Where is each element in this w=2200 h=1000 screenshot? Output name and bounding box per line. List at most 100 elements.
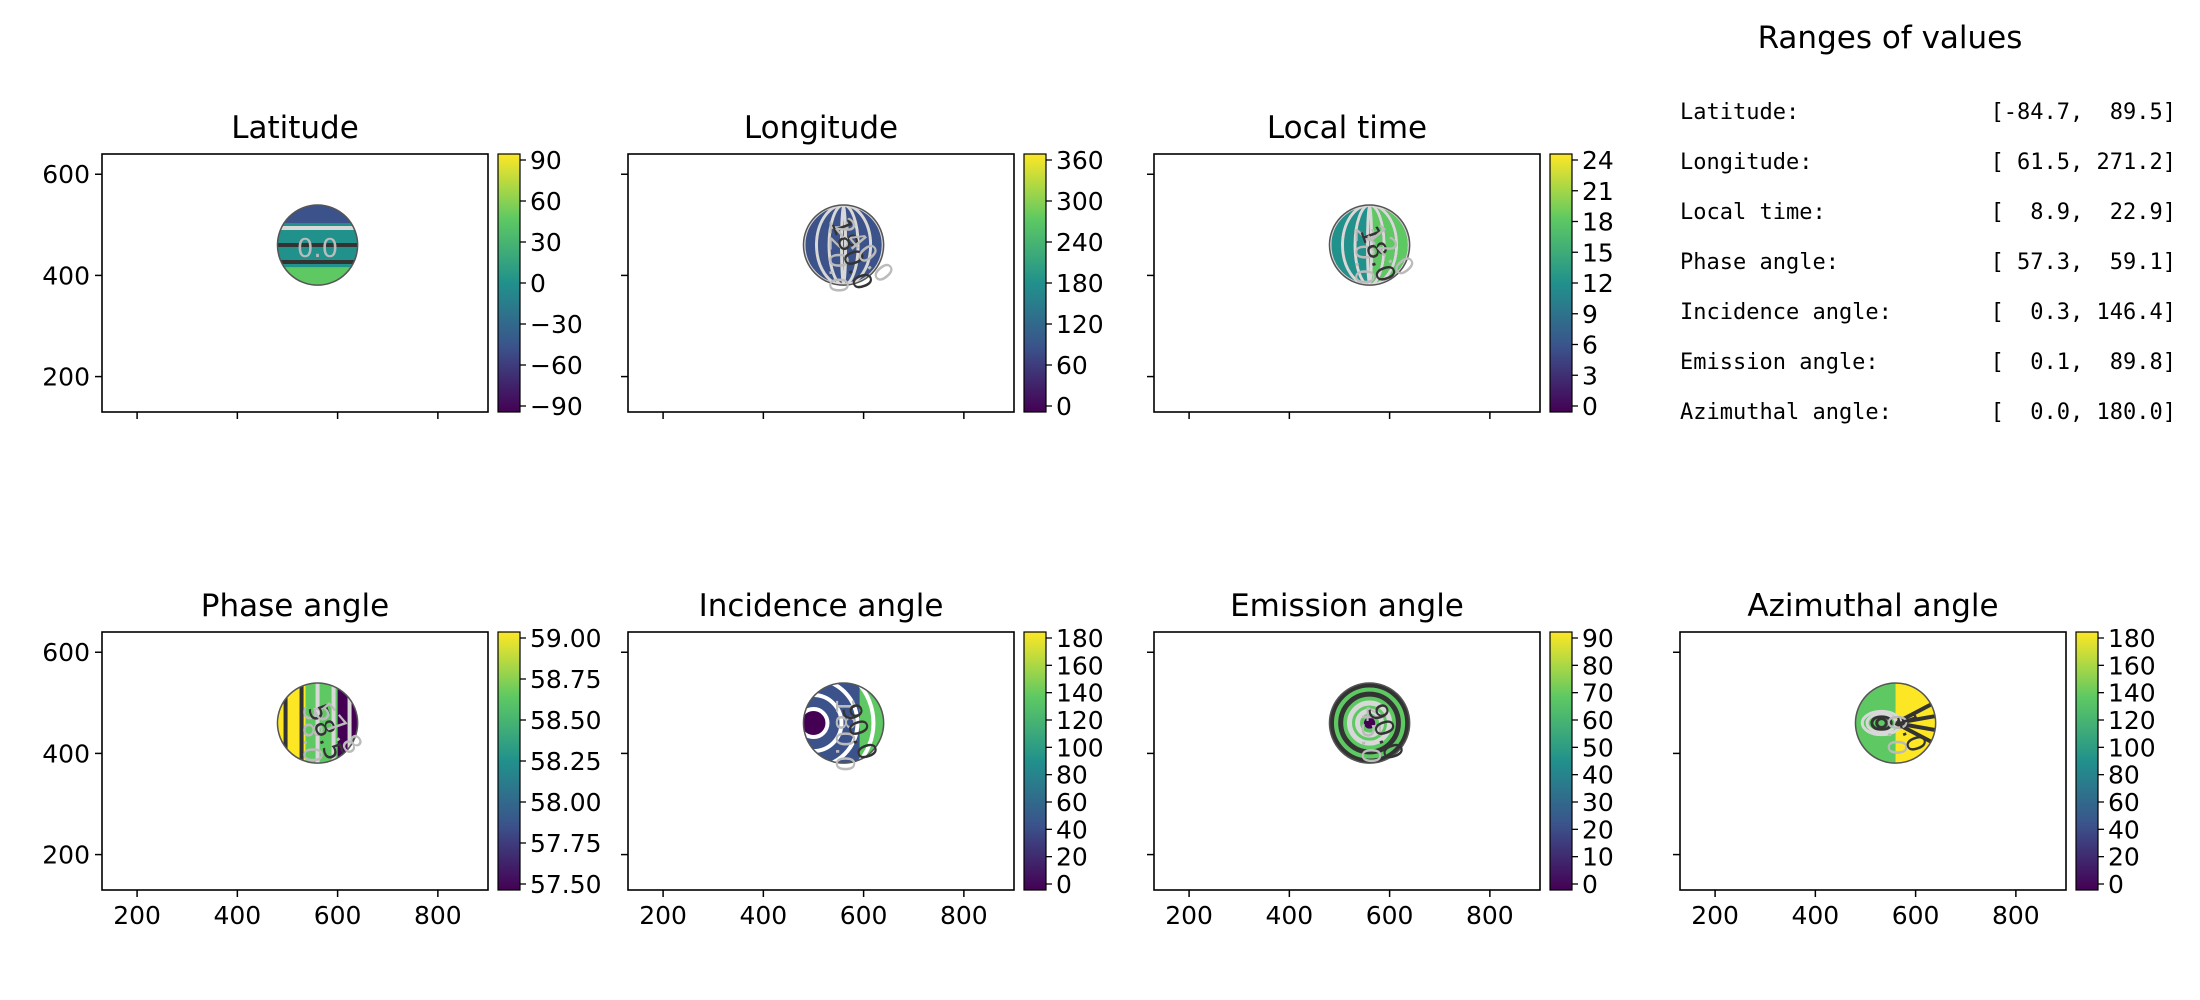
contour-line [1894,700,1936,725]
colorbar-tick-label: 100 [2108,733,2156,762]
contour-label: 120.0 [822,219,852,293]
x-tick-label: 200 [1165,901,1213,930]
colorbar-tick-label: 60 [2108,788,2140,817]
x-tick-label: 800 [1466,901,1514,930]
panel-title: Latitude [231,110,359,146]
x-tick-label: 400 [1791,901,1839,930]
range-value: [ 8.9, 22.9] [1990,200,2176,225]
contour-line [827,204,860,286]
colorbar-tick-label: 15 [1582,238,1614,267]
colorbar-tick-label: 58.00 [530,788,602,817]
colorbar-tick-label: −30 [530,310,583,339]
x-tick-label: 600 [1366,901,1414,930]
contour-line [1340,204,1399,286]
colorbar-tick-label: 0 [530,269,546,298]
colorbar-tick-label: 360 [1056,146,1104,175]
colorbar-tick-label: 140 [1056,679,1104,708]
colorbar-tick-label: 30 [1582,788,1614,817]
disk-outline [1328,204,1411,286]
colorbar-tick-label: 10 [1582,843,1614,872]
x-tick-label: 800 [414,901,462,930]
contour-label: 45.0 [1355,706,1385,764]
colorbar-tick-label: 9 [1582,300,1598,329]
x-tick-label: 400 [739,901,787,930]
range-row: Local time: [ 8.9, 22.9] [1680,198,2176,248]
panel-title: Phase angle [201,588,389,624]
disk-outline [802,682,885,764]
contour-line [1895,721,1936,733]
colorbar-tick-label: 60 [1056,788,1088,817]
range-row: Latitude: [-84.7, 89.5] [1680,98,2176,148]
colorbar-tick-label: 160 [2108,651,2156,680]
colorbar-tick-label: 80 [2108,761,2140,790]
range-row: Emission angle: [ 0.1, 89.8] [1680,348,2176,398]
disk-center [1363,717,1376,729]
colorbar-tick-label: 160 [1056,651,1104,680]
contour-line [1366,204,1374,286]
panel-title: Azimuthal angle [1747,588,1998,624]
range-label: Latitude: [1680,100,1800,125]
x-tick-label: 800 [1992,901,2040,930]
range-label: Azimuthal angle: [1680,400,1892,425]
colorbar [497,631,521,891]
colorbar-tick-label: 120 [2108,706,2156,735]
disk-outline [802,204,885,286]
x-tick-label: 800 [940,901,988,930]
range-value: [ 0.1, 89.8] [1990,350,2176,375]
contour-line [840,204,848,286]
colorbar-tick-label: 40 [1582,761,1614,790]
contour-line [1894,721,1936,746]
colorbar-tick-label: 70 [1582,679,1614,708]
colorbar-tick-label: 80 [1056,761,1088,790]
colorbar-tick-label: 0 [1056,392,1072,421]
colorbar-tick-label: 90 [530,146,562,175]
colorbar-tick-label: 58.25 [530,747,602,776]
x-tick-label: 200 [1691,901,1739,930]
chart-panel: Latitude 0.0 200 400 600 90 60 30 0 −30 −60 −90 [42,110,582,421]
colorbar-tick-label: 300 [1056,187,1104,216]
colorbar-tick-label: 140 [2108,679,2156,708]
range-row: Longitude: [ 61.5, 271.2] [1680,148,2176,198]
ranges-box: Ranges of values Latitude: [-84.7, 89.5] … [1680,20,2180,448]
y-tick-label: 400 [42,261,90,290]
axes-frame [101,631,489,891]
axes-frame [1679,631,2067,891]
contour-line [1347,700,1393,746]
colorbar-tick-label: 180 [2108,624,2156,653]
contour-line [803,707,830,740]
colorbar-tick-label: 0 [2108,870,2124,899]
contour-line [1353,204,1386,286]
range-label: Incidence angle: [1680,300,1892,325]
range-value: [ 0.0, 180.0] [1990,400,2176,425]
colorbar-tick-label: 0 [1056,870,1072,899]
disk-outline [1854,682,1937,764]
contour-line [1355,708,1385,738]
axes-frame [1153,631,1541,891]
range-value: [-84.7, 89.5] [1990,100,2176,125]
colorbar [497,153,521,413]
y-tick-label: 600 [42,638,90,667]
colorbar-tick-label: 120 [1056,310,1104,339]
contour-line [803,682,876,764]
axes-frame [627,631,1015,891]
colorbar-tick-label: 80 [1582,651,1614,680]
range-row: Phase angle: [ 57.3, 59.1] [1680,248,2176,298]
colorbar-tick-label: −90 [530,392,583,421]
disk-outline [276,682,359,764]
colorbar-tick-label: 59.00 [530,624,602,653]
colorbar-tick-label: 50 [1582,733,1614,762]
x-tick-label: 400 [1265,901,1313,930]
colorbar-tick-label: 180 [1056,624,1104,653]
colorbar-tick-label: 21 [1582,177,1614,206]
panel-title: Emission angle [1230,588,1464,624]
range-row: Azimuthal angle: [ 0.0, 180.0] [1680,398,2176,448]
colorbar [1549,631,1573,891]
x-tick-label: 600 [1892,901,1940,930]
contour-line [1895,714,1936,726]
colorbar-tick-label: 40 [1056,815,1088,844]
